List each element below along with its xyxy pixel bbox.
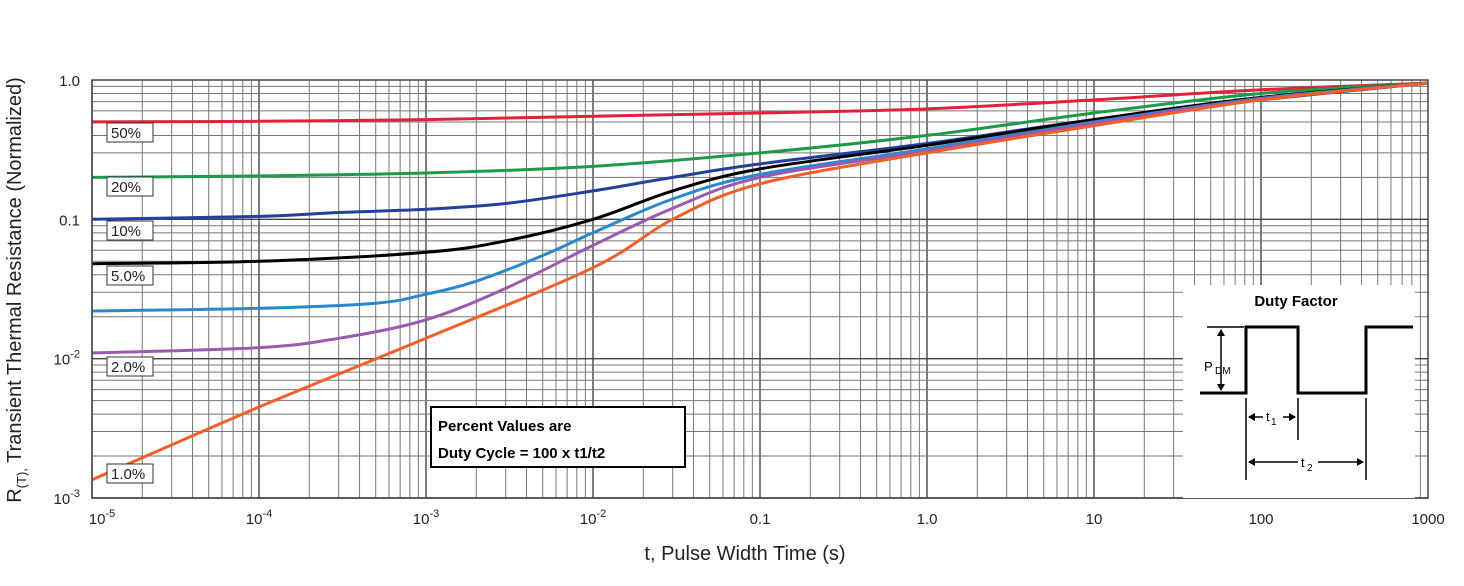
duty-cycle-note: Percent Values are Duty Cycle = 100 x t1… xyxy=(430,406,686,468)
duty-label-1: 20% xyxy=(106,176,154,197)
x-tick-label: 1000 xyxy=(1411,511,1444,528)
duty-label-3: 5.0% xyxy=(106,265,154,286)
pdm-label: P xyxy=(1204,359,1213,374)
duty-label-4: 2.0% xyxy=(106,356,154,377)
t2-label: t xyxy=(1301,455,1305,470)
x-tick-label: 10-3 xyxy=(413,508,439,528)
note-line-1: Percent Values are xyxy=(438,418,571,435)
t1-sub: 1 xyxy=(1271,417,1277,428)
y-tick-label: 0.1 xyxy=(59,212,80,229)
duty-label-text: 5.0% xyxy=(111,268,145,285)
duty-label-text: 20% xyxy=(111,179,141,196)
x-tick-label: 10 xyxy=(1086,511,1103,528)
y-axis-title: R(T), Transient Thermal Resistance (Norm… xyxy=(4,77,29,503)
x-tick-label: 100 xyxy=(1248,511,1273,528)
t1-label: t xyxy=(1266,409,1270,424)
duty-label-text: 50% xyxy=(111,125,141,142)
duty-factor-inset: Duty Factor P DM t 1 t 2 xyxy=(1183,285,1415,498)
x-tick-label: 10-2 xyxy=(580,508,606,528)
duty-label-5: 1.0% xyxy=(106,463,154,484)
y-tick-labels: 1.0 0.1 10-2 10-3 xyxy=(54,73,80,508)
x-tick-label: 10-5 xyxy=(89,508,115,528)
x-tick-label: 1.0 xyxy=(917,511,938,528)
duty-label-text: 1.0% xyxy=(111,466,145,483)
x-tick-labels: 10-5 10-4 10-3 10-2 0.1 1.0 10 100 1000 xyxy=(89,508,1445,528)
y-axis-prefix-sub: (T), xyxy=(14,468,29,488)
y-tick-label: 10-2 xyxy=(54,349,80,369)
t2-sub: 2 xyxy=(1307,463,1313,474)
pulse-waveform xyxy=(1200,325,1413,395)
series-line-6 xyxy=(91,81,1429,482)
series-line-3 xyxy=(91,81,1429,266)
series-group xyxy=(91,81,1429,482)
y-tick-label: 10-3 xyxy=(54,488,80,508)
duty-label-text: 2.0% xyxy=(111,359,145,376)
x-tick-label: 10-4 xyxy=(246,508,272,528)
series-line-5 xyxy=(91,81,1429,355)
x-tick-label: 0.1 xyxy=(750,511,771,528)
series-line-0 xyxy=(91,81,1429,124)
duty-labels: 50% 20% 10% 5.0% 2.0% 1.0% xyxy=(106,122,154,484)
pdm-sub: DM xyxy=(1215,366,1231,377)
duty-label-0: 50% xyxy=(106,122,154,143)
duty-label-2: 10% xyxy=(106,220,154,241)
series-line-1 xyxy=(91,81,1429,179)
y-axis-text: Transient Thermal Resistance (Normalized… xyxy=(4,77,26,463)
x-axis-title: t, Pulse Width Time (s) xyxy=(644,543,845,565)
y-tick-label: 1.0 xyxy=(59,73,80,90)
note-line-2: Duty Cycle = 100 x t1/t2 xyxy=(438,445,605,462)
duty-label-text: 10% xyxy=(111,223,141,240)
y-axis-prefix: R xyxy=(4,488,26,502)
plot-frame xyxy=(91,79,1429,499)
inset-title: Duty Factor xyxy=(1254,293,1338,310)
